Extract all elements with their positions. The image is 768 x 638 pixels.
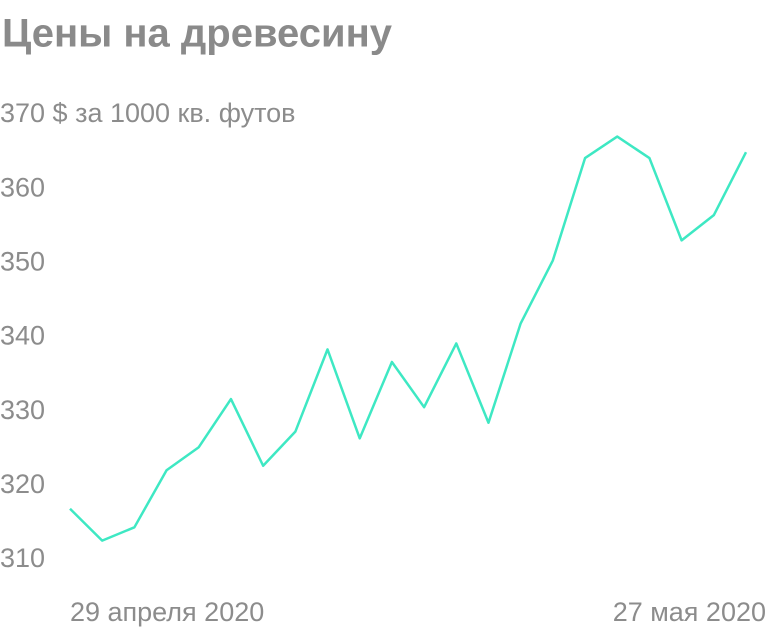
y-tick-label: 310 — [0, 543, 45, 573]
y-tick-label: 370 $ за 1000 кв. футов — [0, 98, 296, 128]
line — [69, 135, 748, 542]
y-tick-label: 360 — [0, 172, 45, 202]
x-tick-label: 29 апреля 2020 — [70, 597, 264, 627]
y-tick-label: 330 — [0, 395, 45, 425]
y-tick-label: 350 — [0, 246, 45, 276]
y-tick-label: 340 — [0, 321, 45, 351]
y-tick-label: 320 — [0, 469, 45, 499]
x-tick-label: 27 мая 2020 — [613, 597, 766, 627]
chart-title: Цены на древесину — [2, 12, 393, 56]
